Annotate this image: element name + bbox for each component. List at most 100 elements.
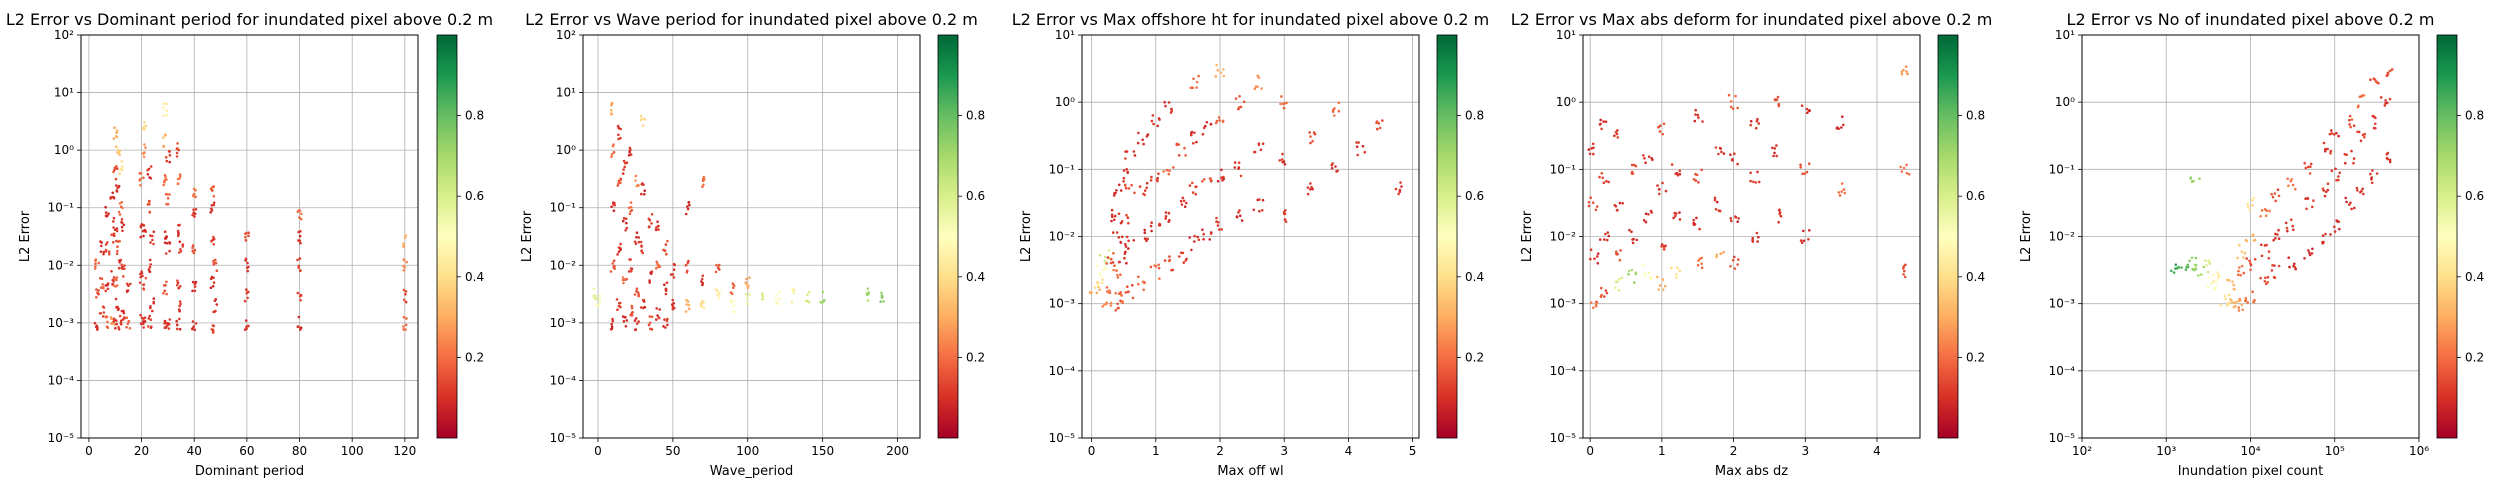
scatter-point [1713,198,1717,202]
scatter-point [1216,179,1220,183]
scatter-point [633,319,637,322]
scatter-point [1754,181,1758,184]
scatter-point [2335,131,2338,135]
scatter-point [165,242,169,245]
scatter-point [1803,172,1806,175]
scatter-point [1127,239,1130,243]
scatter-point [1719,147,1722,150]
scatter-point [162,102,166,105]
scatter-point [1126,216,1130,219]
scatter-point [1840,126,1843,129]
scatter-point [688,203,691,207]
scatter-point [1088,291,1092,295]
scatter-point [1209,177,1212,180]
scatter-point [1098,288,1101,292]
scatter-point [2324,149,2327,153]
y-tick-label: 10⁻³ [1550,297,1577,311]
scatter-point [118,202,122,205]
scatter-point [1587,204,1591,208]
scatter-point [628,150,631,153]
scatter-point [2194,256,2198,260]
scatter-point [611,319,615,323]
scatter-point [1837,191,1841,194]
scatter-point [1284,101,1287,105]
scatter-point [1596,252,1600,255]
scatter-point [2374,122,2377,126]
scatter-point [648,281,651,284]
scatter-point [1218,228,1221,231]
scatter-point [179,250,183,253]
scatter-point [118,240,121,243]
scatter-point [1242,100,1246,104]
scatter-point [1355,145,1359,148]
scatter-point [2348,118,2351,122]
scatter-point [2189,176,2193,179]
scatter-point [1196,235,1199,239]
scatter-point [298,234,302,238]
scatter-point [2360,189,2363,193]
scatter-point [628,258,631,261]
scatter-point [1800,241,1804,244]
scatter-point [1149,179,1153,182]
scatter-point [1600,293,1603,297]
scatter-point [650,328,654,331]
scatter-point [192,208,195,211]
scatter-point [118,213,122,216]
scatter-point [2186,265,2190,269]
scatter-point [1399,181,1402,184]
scatter-point [656,220,659,223]
scatter-point [209,211,212,214]
scatter-point [622,320,626,323]
scatter-point [215,269,219,273]
scatter-point [110,317,113,321]
scatter-point [1119,221,1123,225]
scatter-point [1355,141,1358,144]
colorbar-tick-label: 0.2 [2465,350,2484,364]
scatter-point [1127,187,1131,190]
scatter-point [1604,120,1608,123]
scatter-point [212,195,216,198]
scatter-point [733,310,736,314]
scatter-point [1113,214,1117,218]
scatter-point [648,225,651,228]
scatter-point [1799,239,1803,242]
scatter-point [193,215,196,218]
scatter-point [121,165,124,168]
scatter-point [2217,274,2220,277]
scatter-point [149,326,153,330]
scatter-point [1330,167,1334,170]
scatter-point [1634,164,1638,168]
scatter-point [147,317,150,320]
scatter-point [402,325,405,328]
scatter-point [1841,115,1844,118]
scatter-point [672,262,676,266]
colorbar: 0.2 0.4 0.6 0.8 [1937,34,1985,439]
scatter-point [664,243,668,246]
scatter-point [1252,208,1256,212]
grid [1583,34,1920,439]
scatter-point [2232,283,2235,287]
scatter-point [2344,196,2347,200]
scatter-point [1178,255,1181,258]
scatter-point [152,242,155,246]
scatter-point [665,319,669,323]
scatter-point [209,286,213,290]
scatter-point [94,262,97,266]
scatter-point [1126,171,1129,174]
scatter-point [2285,226,2289,230]
scatter-point [2287,184,2290,188]
scatter-point [866,299,870,302]
scatter-point [2246,205,2250,209]
scatter-point [1661,288,1665,292]
scatter-point [760,293,764,296]
scatter-point [622,159,626,163]
scatter-point [115,278,118,282]
scatter-point [1600,286,1603,290]
scatter-point [1647,271,1651,275]
colorbar-tick-label: 0.4 [966,270,985,284]
scatter-point [2356,130,2359,134]
y-tick-label: 10⁻² [1550,230,1577,244]
scatter-point [592,287,596,291]
scatter-point [402,242,406,246]
scatter-point [701,300,704,303]
